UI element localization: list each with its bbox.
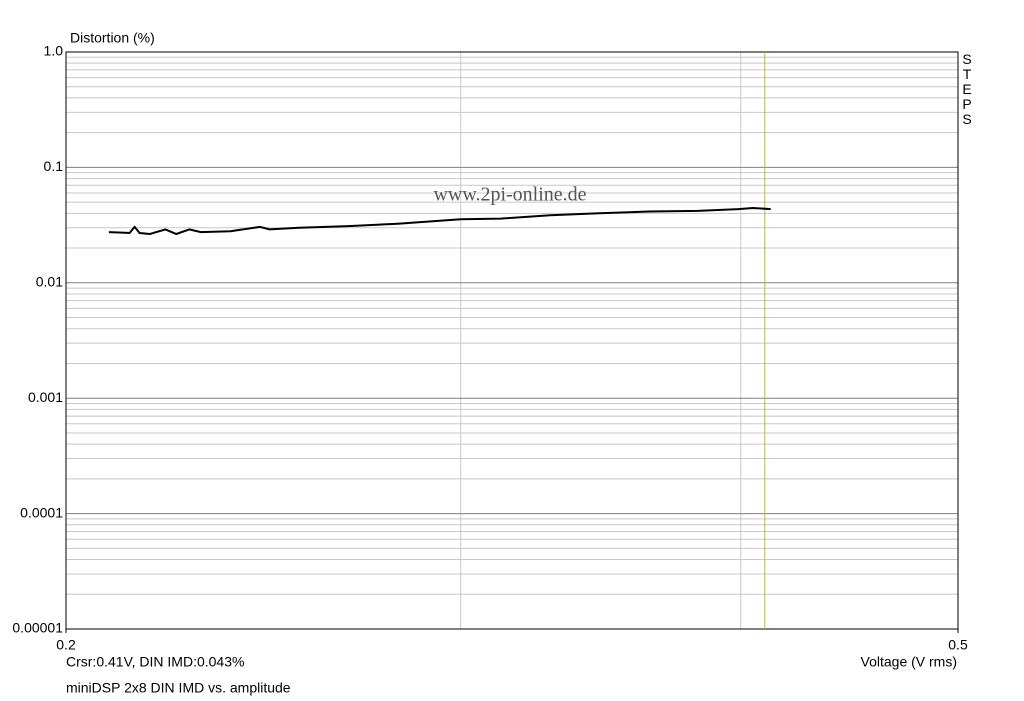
side-label: STEPS	[962, 51, 972, 127]
chart-title: miniDSP 2x8 DIN IMD vs. amplitude	[66, 680, 291, 696]
y-tick-label: 1.0	[44, 43, 64, 59]
y-tick-label: 0.001	[28, 389, 63, 405]
y-tick-label: 0.01	[36, 274, 63, 290]
y-tick-label: 0.00001	[12, 620, 63, 636]
x-tick-label: 0.2	[56, 637, 76, 653]
y-axis-label: Distortion (%)	[70, 30, 155, 46]
x-axis-label: Voltage (V rms)	[861, 654, 957, 670]
data-line	[108, 206, 771, 236]
y-tick-label: 0.1	[44, 158, 64, 174]
x-tick-label: 0.5	[948, 637, 968, 653]
plot-frame	[65, 51, 959, 630]
y-tick-label: 0.0001	[20, 504, 63, 520]
watermark: www.2pi-online.de	[433, 184, 586, 206]
cursor-readout: Crsr:0.41V, DIN IMD:0.043%	[66, 654, 244, 670]
